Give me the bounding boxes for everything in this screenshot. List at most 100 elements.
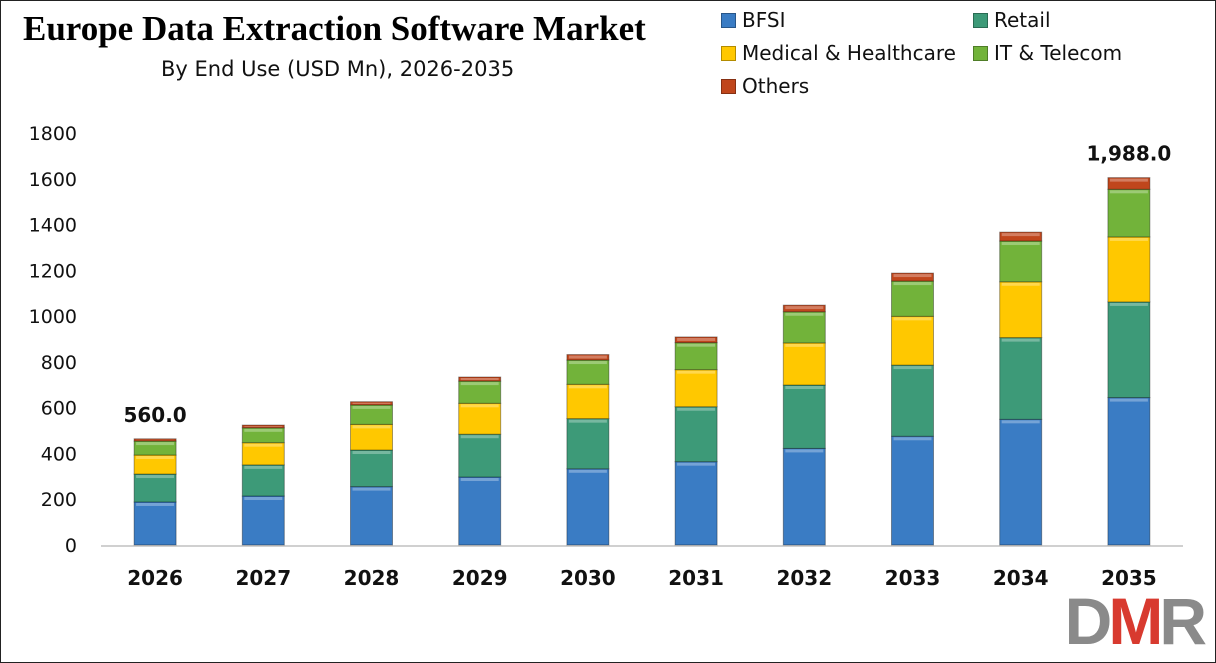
- bar-bevel: [677, 407, 716, 411]
- legend-item-others: Others: [721, 74, 809, 98]
- bar-segment-others-2031: [674, 336, 718, 344]
- bar-segment-bfsi-2033: [891, 435, 934, 546]
- bar-segment-others-2030: [566, 354, 610, 361]
- bar-bevel: [1109, 237, 1148, 241]
- bar-segment-medical-healthcare-2029: [458, 402, 502, 435]
- bar-bevel: [352, 487, 391, 491]
- bar-segment-it-telecom-2029: [458, 380, 502, 404]
- bar-bevel: [677, 462, 716, 466]
- bar-bevel: [1001, 420, 1040, 424]
- bar-bevel: [244, 497, 283, 501]
- legend-label: IT & Telecom: [994, 41, 1123, 65]
- bar-segment-others-2033: [891, 272, 934, 282]
- bar-segment-it-telecom-2034: [999, 240, 1043, 283]
- y-tick-label: 1400: [29, 215, 77, 237]
- bar-segment-bfsi-2030: [566, 468, 610, 546]
- bar-bevel: [136, 456, 175, 460]
- bar-bevel: [352, 425, 391, 429]
- dmr-logo: DMR: [1064, 584, 1207, 658]
- bar-segment-retail-2031: [674, 406, 718, 463]
- y-tick-label: 400: [41, 443, 77, 465]
- legend-item-retail: Retail: [973, 8, 1051, 32]
- bar-bevel: [1001, 233, 1040, 237]
- bar-bevel: [352, 402, 391, 404]
- bar-bevel: [893, 366, 932, 370]
- x-tick-label: 2034: [993, 566, 1049, 590]
- bar-bevel: [460, 377, 499, 381]
- bar-segment-others-2035: [1107, 177, 1151, 190]
- bar-segment-retail-2032: [782, 384, 826, 449]
- bar-bevel: [460, 404, 499, 408]
- data-label: 560.0: [123, 403, 186, 427]
- bar-bevel: [568, 385, 607, 389]
- bar-bevel: [893, 317, 932, 321]
- x-tick-label: 2026: [127, 566, 183, 590]
- bar-bevel: [244, 428, 283, 432]
- bar-bevel: [677, 337, 716, 341]
- bar-segment-others-2026: [133, 438, 177, 442]
- bar-bevel: [136, 442, 175, 446]
- x-tick-label: 2032: [776, 566, 832, 590]
- bar-segment-bfsi-2034: [999, 418, 1043, 546]
- bar-bevel: [352, 405, 391, 409]
- y-tick-label: 200: [41, 489, 77, 511]
- bar-bevel: [244, 465, 283, 469]
- bar-bevel: [568, 361, 607, 365]
- bar-segment-bfsi-2035: [1107, 397, 1151, 546]
- bar-bevel: [677, 370, 716, 374]
- y-tick-label: 1800: [29, 123, 77, 145]
- bar-segment-retail-2033: [891, 364, 934, 437]
- bar-segment-bfsi-2028: [350, 486, 393, 546]
- y-tick-label: 1600: [29, 169, 77, 191]
- bar-segment-medical-healthcare-2034: [999, 281, 1043, 339]
- bar-bevel: [568, 355, 607, 359]
- bar-bevel: [1001, 282, 1040, 286]
- x-tick-label: 2031: [668, 566, 724, 590]
- legend-swatch: [973, 12, 988, 28]
- bar-bevel: [460, 382, 499, 386]
- bar-segment-retail-2028: [350, 449, 393, 488]
- bar-segment-medical-healthcare-2030: [566, 383, 610, 420]
- legend-item-medical: Medical & Healthcare: [721, 41, 956, 65]
- legend-label: Medical & Healthcare: [742, 41, 956, 65]
- x-tick-label: 2030: [560, 566, 616, 590]
- bar-bevel: [785, 312, 824, 316]
- bar-segment-medical-healthcare-2033: [891, 315, 934, 366]
- bar-segment-bfsi-2027: [241, 495, 285, 546]
- legend-item-it-telecom: IT & Telecom: [973, 41, 1122, 65]
- legend-swatch: [721, 78, 736, 94]
- bar-segment-others-2032: [782, 304, 826, 313]
- y-tick-label: 800: [41, 352, 77, 374]
- bar-bevel: [785, 343, 824, 347]
- chart-title: Europe Data Extraction Software Market: [23, 9, 646, 48]
- bar-bevel: [1109, 302, 1148, 306]
- bar-bevel: [568, 419, 607, 423]
- x-tick-label: 2029: [452, 566, 508, 590]
- bar-bevel: [785, 449, 824, 453]
- bar-bevel: [1109, 178, 1148, 182]
- bar-bevel: [1001, 242, 1040, 246]
- bar-segment-others-2034: [999, 231, 1043, 242]
- bar-segment-bfsi-2032: [782, 447, 826, 546]
- legend-label: Retail: [994, 8, 1051, 32]
- bar-bevel: [244, 426, 283, 427]
- bar-bevel: [785, 306, 824, 310]
- bar-segment-others-2027: [241, 424, 285, 429]
- bar-segment-it-telecom-2028: [350, 404, 393, 425]
- legend-item-bfsi: BFSI: [721, 8, 785, 32]
- bar-segment-retail-2035: [1107, 301, 1151, 399]
- bar-bevel: [460, 478, 499, 482]
- bar-segment-bfsi-2029: [458, 476, 502, 546]
- bar-bevel: [785, 386, 824, 390]
- chart-subtitle: By End Use (USD Mn), 2026-2035: [161, 57, 515, 81]
- bar-segment-others-2028: [350, 401, 393, 406]
- legend-label: Others: [742, 74, 810, 98]
- y-tick-label: 0: [65, 535, 77, 557]
- bar-segment-retail-2034: [999, 337, 1043, 420]
- bar-bevel: [1109, 190, 1148, 194]
- bar-segment-it-telecom-2033: [891, 280, 934, 317]
- bar-segment-others-2029: [458, 376, 502, 382]
- bar-segment-retail-2029: [458, 433, 502, 478]
